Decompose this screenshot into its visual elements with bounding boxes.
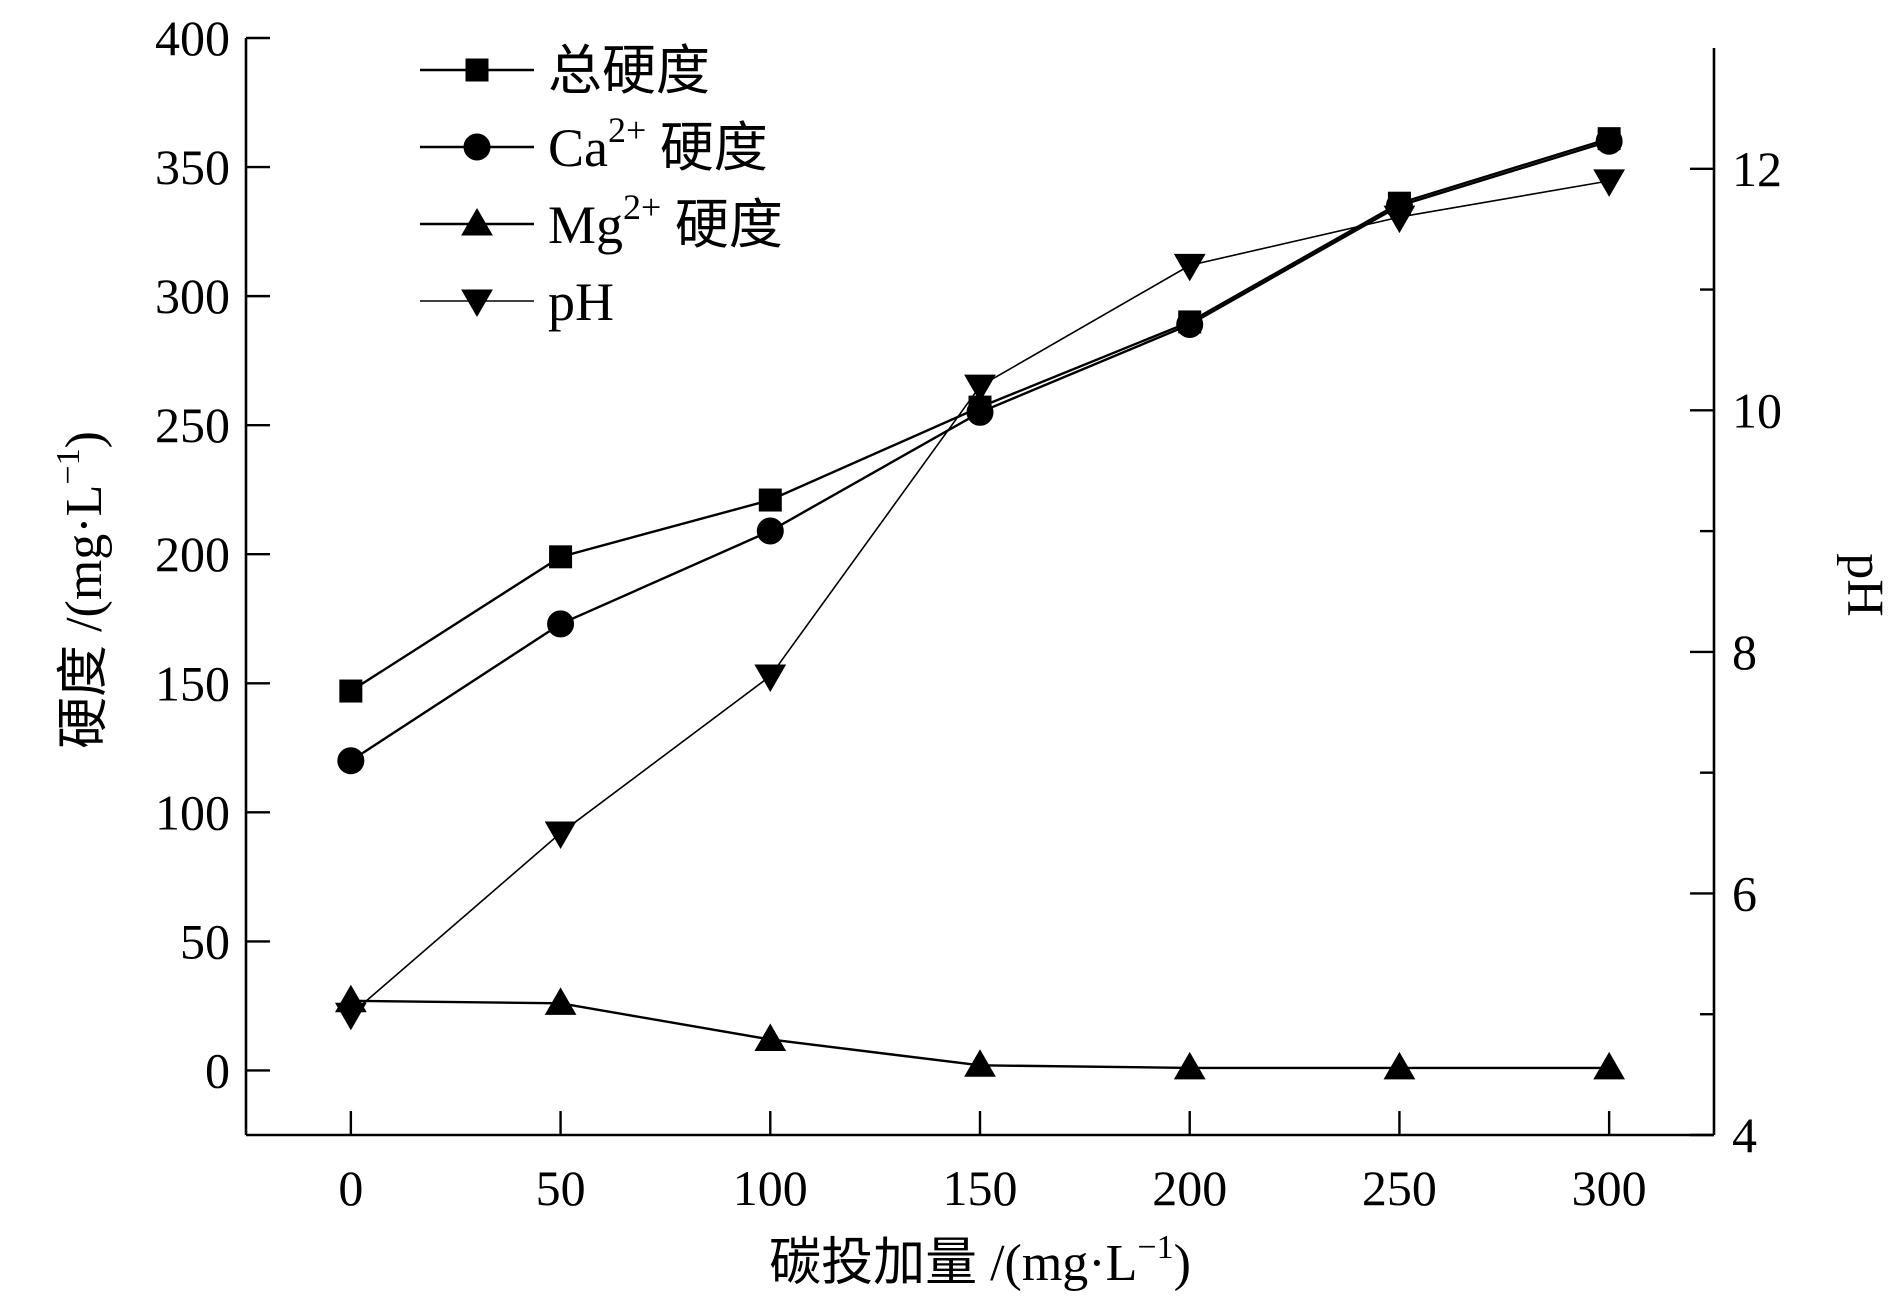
series-2-point-5 [1383, 1051, 1416, 1080]
series-0-point-0 [339, 679, 363, 703]
series-3-line [350, 180, 1610, 1015]
series-3-point-0 [334, 1002, 367, 1031]
series-1-point-1 [547, 610, 575, 638]
legend-marker-3 [461, 289, 493, 318]
legend-item-1: Ca2+ 硬度 [420, 110, 768, 178]
legend-marker-0 [465, 58, 489, 82]
left-y-tick-label-8: 400 [155, 10, 230, 66]
right-y-tick-label-2: 8 [1732, 624, 1757, 680]
series-3 [334, 169, 1626, 1031]
x-axis-title: 碳投加量 /(mg·L−1) [769, 1229, 1191, 1292]
x-tick-label-2: 100 [733, 1160, 808, 1216]
left-y-tick-label-4: 200 [155, 526, 230, 582]
series-2-point-1 [544, 987, 577, 1015]
right-y-tick-label-3: 10 [1732, 382, 1782, 438]
legend-label-0: 总硬度 [548, 41, 710, 101]
left-y-tick-label-7: 350 [155, 139, 230, 195]
legend-label-3: pH [548, 272, 614, 332]
series-layer [334, 127, 1626, 1080]
x-tick-label-5: 250 [1362, 1160, 1437, 1216]
right-y-axis-ticks: 4 6 8 10 12 [1690, 141, 1782, 1163]
plot-frame [244, 38, 1716, 1137]
x-tick-label-4: 200 [1152, 1160, 1227, 1216]
series-2-point-6 [1593, 1051, 1626, 1080]
left-y-tick-label-0: 0 [205, 1042, 230, 1098]
legend-label-1: Ca2+ 硬度 [548, 110, 768, 178]
x-axis-ticks: 0 50 100 150 200 250 300 [338, 1111, 1647, 1216]
series-2-point-2 [754, 1023, 787, 1051]
right-y-tick-label-1: 6 [1732, 865, 1757, 921]
series-1-line [350, 140, 1610, 762]
series-1-point-0 [337, 747, 365, 775]
x-tick-label-3: 150 [943, 1160, 1018, 1216]
series-1-point-6 [1595, 127, 1623, 155]
legend-marker-2 [461, 207, 493, 236]
left-y-tick-label-1: 50 [180, 913, 230, 969]
series-0-point-2 [758, 488, 782, 512]
left-y-axis-title: 硬度 /(mg·L−1) [50, 431, 113, 749]
series-1-point-4 [1176, 311, 1204, 339]
x-tick-label-0: 0 [338, 1160, 363, 1216]
left-y-tick-label-6: 300 [155, 268, 230, 324]
left-y-tick-label-3: 150 [155, 655, 230, 711]
series-3-point-6 [1593, 169, 1626, 197]
right-y-tick-label-0: 4 [1732, 1107, 1757, 1163]
legend-marker-1 [463, 133, 491, 161]
series-3-point-3 [964, 374, 996, 403]
legend-label-2: Mg2+ 硬度 [548, 187, 783, 255]
legend: 总硬度 Ca2+ 硬度 Mg2+ 硬度 pH [420, 41, 783, 332]
right-y-axis-title: pH [1836, 553, 1890, 617]
right-y-tick-label-4: 12 [1732, 141, 1782, 197]
series-3-point-1 [544, 821, 577, 850]
series-1-point-3 [966, 398, 994, 426]
series-1-point-2 [756, 517, 784, 545]
legend-item-0: 总硬度 [420, 41, 710, 101]
x-tick-label-6: 300 [1572, 1160, 1647, 1216]
series-0-point-1 [549, 545, 573, 569]
series-2-point-3 [964, 1049, 996, 1077]
series-2-point-4 [1173, 1051, 1206, 1080]
x-tick-label-1: 50 [536, 1160, 586, 1216]
legend-item-2: Mg2+ 硬度 [420, 187, 783, 255]
series-2 [334, 984, 1626, 1080]
series-3-point-2 [754, 664, 787, 693]
left-y-tick-label-2: 100 [155, 784, 230, 840]
series-3-point-5 [1383, 205, 1416, 234]
left-y-tick-label-5: 250 [155, 397, 230, 453]
legend-item-3: pH [420, 272, 614, 332]
left-y-axis-ticks: 0 50 100 150 200 250 300 350 400 [155, 10, 270, 1098]
series-3-point-4 [1173, 253, 1206, 282]
